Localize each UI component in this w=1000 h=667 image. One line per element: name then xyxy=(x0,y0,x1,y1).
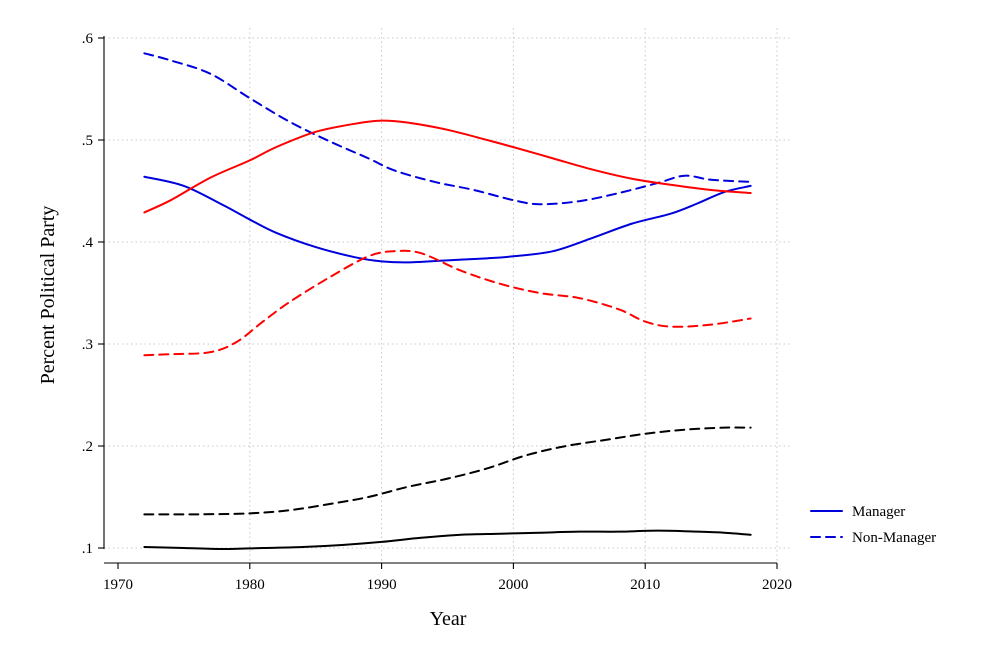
y-axis-title: Percent Political Party xyxy=(37,206,59,385)
y-tick-label: .2 xyxy=(82,439,93,455)
y-axis-ticks: .1 .2 .3 .4 .5 .6 xyxy=(82,31,104,557)
series-line-blue-non-manager xyxy=(143,52,752,206)
y-tick-label: .3 xyxy=(82,337,93,353)
legend: Manager Non-Manager xyxy=(810,504,936,546)
axes xyxy=(103,36,777,564)
y-tick-label: .5 xyxy=(82,133,93,149)
series-line-black-manager xyxy=(143,529,752,551)
series-lines xyxy=(143,52,752,551)
series-line-black-non-manager xyxy=(143,426,752,516)
y-tick-label: .6 xyxy=(82,31,94,47)
legend-label-non-manager: Non-Manager xyxy=(852,530,936,546)
x-axis-title: Year xyxy=(430,608,467,630)
x-tick-label: 1980 xyxy=(235,577,265,593)
x-tick-label: 2010 xyxy=(630,577,660,593)
series-line-red-non-manager xyxy=(143,249,752,357)
series-line-red-manager xyxy=(143,119,752,214)
y-tick-label: .1 xyxy=(82,541,93,557)
x-tick-label: 1990 xyxy=(367,577,397,593)
x-tick-label: 2020 xyxy=(762,577,792,593)
grid-lines xyxy=(104,28,790,563)
x-axis-ticks: 1970 1980 1990 2000 2010 2020 xyxy=(103,563,792,593)
legend-label-manager: Manager xyxy=(852,504,905,520)
y-tick-label: .4 xyxy=(82,235,94,251)
series-line-blue-manager xyxy=(143,175,752,264)
x-tick-label: 2000 xyxy=(498,577,528,593)
x-tick-label: 1970 xyxy=(103,577,133,593)
